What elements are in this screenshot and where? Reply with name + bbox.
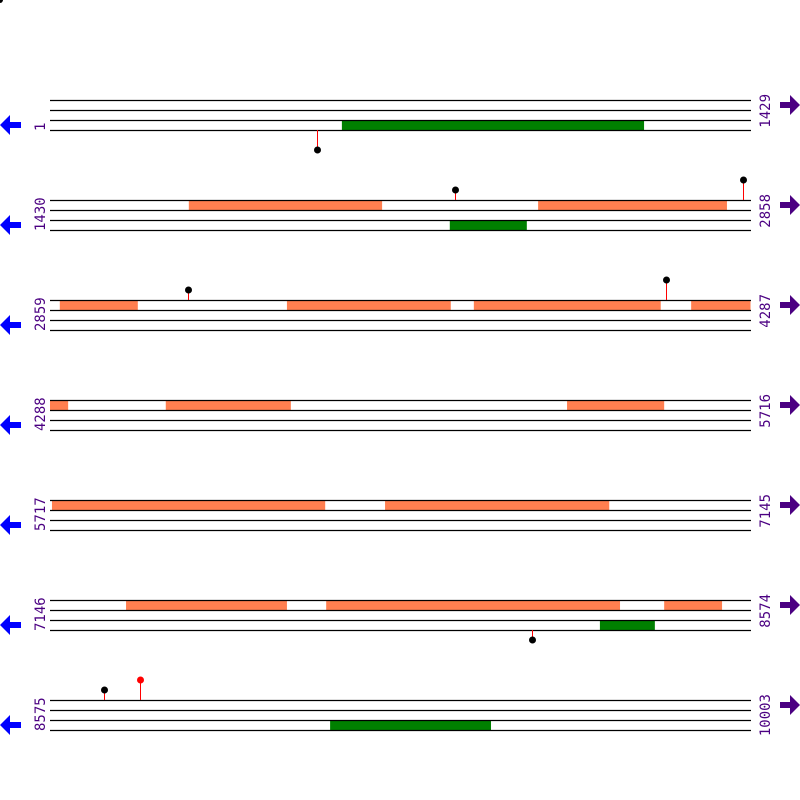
row-start-label: 8575 [33, 697, 49, 731]
sequence-row: 4288 5716 [0, 394, 800, 435]
sequence-row: 1 1429 [0, 94, 800, 154]
cds-feature[interactable] [165, 400, 291, 410]
row-start-label: 2859 [33, 297, 49, 331]
arrow-right-icon[interactable] [780, 595, 800, 615]
arrow-left-icon[interactable] [0, 115, 21, 135]
gene-feature[interactable] [341, 120, 645, 130]
cds-feature[interactable] [538, 200, 727, 210]
row-end-label: 10003 [758, 694, 774, 736]
arrow-left-icon[interactable] [0, 615, 21, 635]
marker-head [529, 636, 536, 644]
gene-feature[interactable] [599, 620, 655, 630]
cds-feature[interactable] [385, 500, 610, 510]
cds-feature[interactable] [664, 600, 723, 610]
gene-feature[interactable] [449, 220, 527, 230]
gene-feature[interactable] [330, 720, 492, 730]
sequence-row: 7146 8574 [0, 594, 800, 644]
cds-feature[interactable] [50, 400, 69, 410]
arrow-left-icon[interactable] [0, 315, 21, 335]
corner-dot [0, 0, 3, 3]
row-end-label: 1429 [758, 94, 774, 128]
marker-head [101, 686, 108, 694]
variant-marker[interactable] [740, 176, 747, 201]
marker-head [137, 676, 144, 684]
cds-feature[interactable] [59, 300, 138, 310]
arrow-left-icon[interactable] [0, 415, 21, 435]
marker-head [185, 286, 192, 294]
row-start-label: 1 [33, 123, 49, 131]
cds-feature[interactable] [126, 600, 287, 610]
sequence-row: 2859 4287 [0, 276, 800, 335]
variant-marker[interactable] [314, 130, 321, 154]
sequence-row: 8575 10003 [0, 676, 800, 736]
arrow-left-icon[interactable] [0, 515, 21, 535]
arrow-right-icon[interactable] [780, 495, 800, 515]
variant-marker[interactable] [452, 186, 459, 201]
sequence-row: 1430 2858 [0, 176, 800, 235]
row-end-label: 5716 [758, 394, 774, 428]
cds-feature[interactable] [473, 300, 661, 310]
marker-head [452, 186, 459, 194]
arrow-right-icon[interactable] [780, 295, 800, 315]
row-start-label: 4288 [33, 397, 49, 431]
arrow-left-icon[interactable] [0, 215, 21, 235]
row-end-label: 2858 [758, 194, 774, 228]
cds-feature[interactable] [326, 600, 621, 610]
arrow-right-icon[interactable] [780, 395, 800, 415]
marker-head [740, 176, 747, 184]
arrow-right-icon[interactable] [780, 695, 800, 715]
row-end-label: 4287 [758, 294, 774, 328]
cds-feature[interactable] [691, 300, 751, 310]
cds-feature[interactable] [567, 400, 665, 410]
variant-marker[interactable] [137, 676, 144, 701]
cds-feature[interactable] [51, 500, 326, 510]
cds-feature[interactable] [286, 300, 451, 310]
arrow-right-icon[interactable] [780, 195, 800, 215]
row-end-label: 8574 [758, 594, 774, 628]
variant-marker[interactable] [529, 630, 536, 644]
row-start-label: 1430 [33, 197, 49, 231]
arrow-right-icon[interactable] [780, 95, 800, 115]
variant-marker[interactable] [185, 286, 192, 301]
marker-head [314, 146, 321, 154]
variant-marker[interactable] [101, 686, 108, 701]
arrow-left-icon[interactable] [0, 715, 21, 735]
marker-head [663, 276, 670, 284]
row-end-label: 7145 [758, 494, 774, 528]
row-start-label: 5717 [33, 497, 49, 531]
row-start-label: 7146 [33, 597, 49, 631]
cds-feature[interactable] [188, 200, 383, 210]
variant-marker[interactable] [663, 276, 670, 301]
sequence-row: 5717 7145 [0, 494, 800, 535]
